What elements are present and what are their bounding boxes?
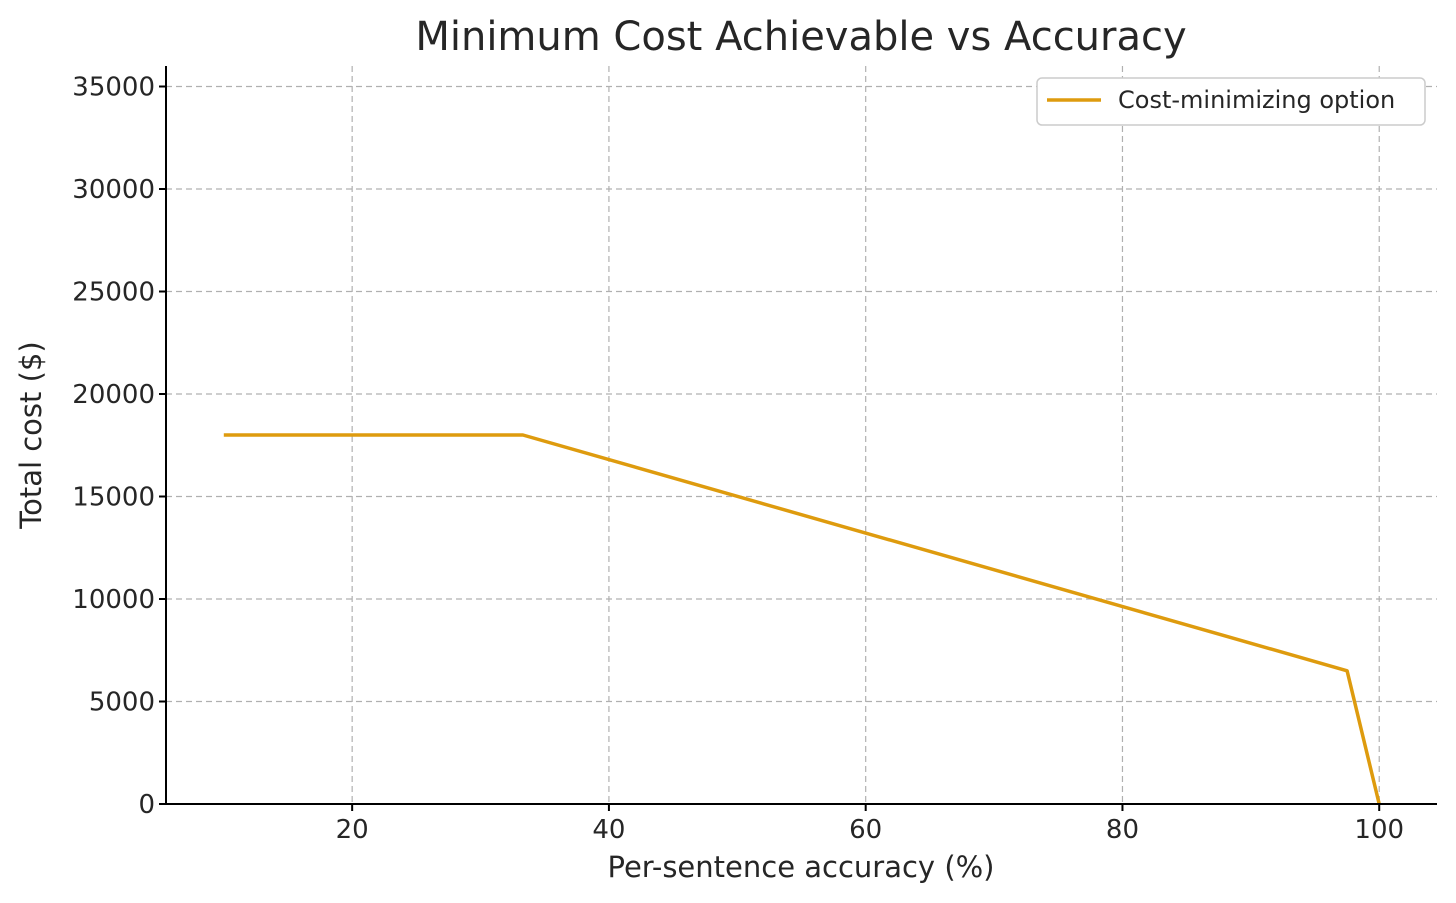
- legend-box: [1036, 77, 1426, 126]
- x-tick-label: 60: [849, 815, 882, 845]
- tick-labels: 20 40 60 80 100 0 5000 10000 15000 20000 25000 3000…: [72, 73, 1404, 846]
- y-tick-label: 15000: [72, 483, 155, 513]
- y-axis-label: Total cost ($): [14, 341, 48, 529]
- y-tick-label: 25000: [72, 278, 155, 308]
- legend-label: Cost-minimizing option: [1118, 86, 1395, 114]
- x-tick-label: 20: [336, 815, 369, 845]
- y-tick-label: 0: [138, 790, 155, 820]
- legend: Cost-minimizing option: [1036, 77, 1426, 126]
- chart-title: Minimum Cost Achievable vs Accuracy: [415, 14, 1186, 60]
- y-tick-label: 5000: [89, 688, 155, 718]
- y-tick-label: 20000: [72, 380, 155, 410]
- x-tick-label: 100: [1354, 815, 1404, 845]
- x-tick-label: 80: [1106, 815, 1139, 845]
- series-line-0: [223, 433, 1381, 805]
- x-axis-label: Per-sentence accuracy (%): [608, 850, 995, 884]
- y-tick-label: 30000: [72, 175, 155, 205]
- x-tick-label: 40: [592, 815, 625, 845]
- grid: [166, 66, 1437, 804]
- y-tick-label: 35000: [72, 73, 155, 103]
- y-tick-label: 10000: [72, 585, 155, 615]
- series-layer: [223, 433, 1381, 805]
